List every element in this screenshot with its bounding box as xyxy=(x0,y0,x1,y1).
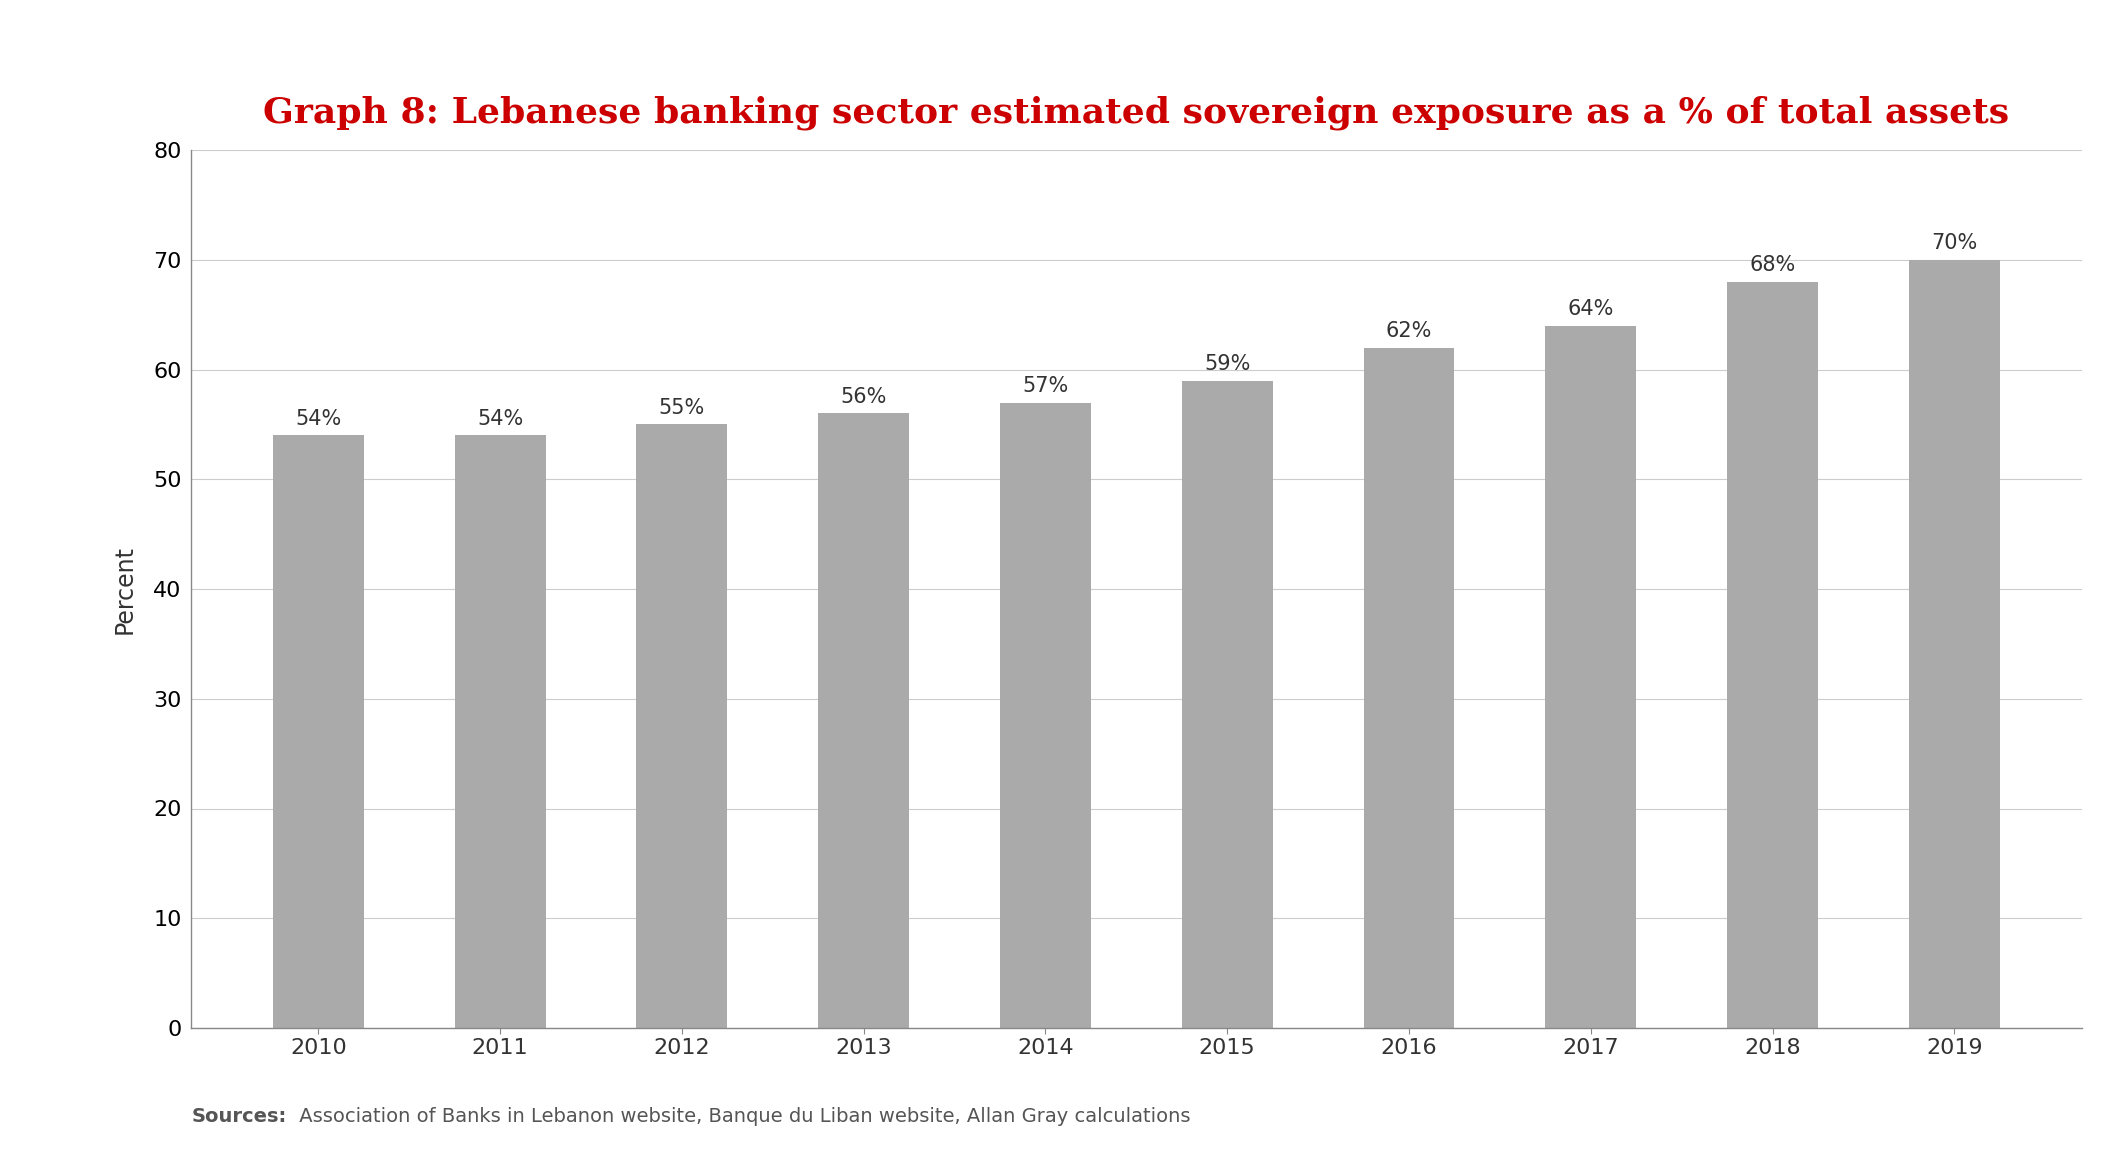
Bar xyxy=(274,435,363,1028)
Text: 64%: 64% xyxy=(1568,299,1614,319)
Text: Association of Banks in Lebanon website, Banque du Liban website, Allan Gray cal: Association of Banks in Lebanon website,… xyxy=(293,1108,1192,1126)
Text: Sources:: Sources: xyxy=(191,1108,287,1126)
Bar xyxy=(1727,282,1818,1028)
Title: Graph 8: Lebanese banking sector estimated sovereign exposure as a % of total as: Graph 8: Lebanese banking sector estimat… xyxy=(263,96,2009,129)
Text: 59%: 59% xyxy=(1204,353,1251,374)
Text: 54%: 54% xyxy=(478,409,523,429)
Bar xyxy=(637,424,726,1028)
Bar xyxy=(818,413,909,1028)
Y-axis label: Percent: Percent xyxy=(113,544,136,634)
Bar xyxy=(1364,348,1455,1028)
Bar xyxy=(1181,380,1272,1028)
Text: 68%: 68% xyxy=(1750,255,1795,275)
Bar xyxy=(455,435,546,1028)
Bar xyxy=(1909,260,1999,1028)
Bar xyxy=(1000,402,1092,1028)
Text: 70%: 70% xyxy=(1931,233,1977,253)
Text: 57%: 57% xyxy=(1022,375,1068,396)
Text: 62%: 62% xyxy=(1385,321,1432,341)
Text: 55%: 55% xyxy=(658,397,705,418)
Bar xyxy=(1546,326,1635,1028)
Text: 56%: 56% xyxy=(841,387,888,407)
Text: 54%: 54% xyxy=(295,409,342,429)
